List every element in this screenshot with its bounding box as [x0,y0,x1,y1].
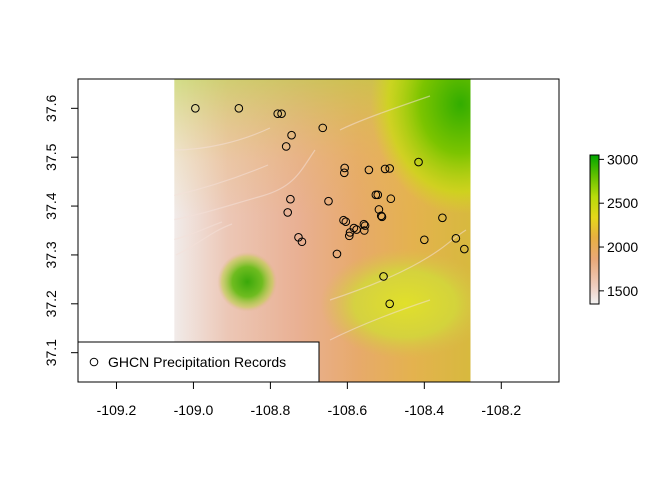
station-point [277,109,286,118]
station-point [385,164,394,173]
x-tick-label: -108.2 [481,402,521,418]
station-point [373,190,383,200]
x-tick-label: -109.2 [97,402,137,418]
station-point [385,299,394,309]
legend-box [77,341,320,383]
station-points [191,104,469,309]
x-tick-label: -108.8 [251,402,291,418]
station-point [340,163,349,173]
station-point [359,219,369,229]
x-tick-label: -109.0 [174,402,214,418]
station-point [273,109,283,118]
station-point [438,213,447,223]
station-point [287,130,296,140]
station-point [460,244,469,254]
y-axis: 37.1 37.2 37.3 37.4 37.5 37.6 [43,94,79,366]
colorbar-tick-label: 1500 [607,283,638,299]
colorbar-tick-label: 3000 [607,151,638,167]
y-tick-label: 37.3 [43,241,59,268]
colorbar-ramp [589,154,600,305]
y-tick-label: 37.2 [43,290,59,317]
legend: GHCN Precipitation Records [77,341,320,383]
colorbar-tick-label: 2000 [607,239,638,255]
station-point [234,104,244,113]
colorbar: 1500 2000 2500 3000 [589,151,638,305]
station-point [364,165,374,175]
colorbar-tick-label: 2500 [607,195,638,211]
station-point [360,221,370,230]
station-point [318,123,328,133]
x-tick-label: -108.6 [328,402,368,418]
station-point [339,168,349,178]
y-tick-label: 37.6 [43,94,59,121]
station-point [386,194,396,204]
station-point [420,235,429,245]
station-point [451,234,461,243]
x-tick-label: -108.4 [404,402,444,418]
station-point [297,237,307,247]
y-tick-label: 37.5 [43,143,59,170]
station-point [283,208,293,217]
station-point [324,196,333,206]
station-point [379,272,388,281]
station-point [332,249,342,259]
elevation-raster [174,79,471,382]
station-point [380,164,390,174]
station-point [414,157,423,167]
y-tick-label: 37.4 [43,192,59,219]
station-point [376,211,386,221]
station-point [374,205,384,214]
station-point [345,228,355,237]
station-point [339,215,348,225]
station-point [359,226,369,235]
station-point [377,212,387,222]
legend-label: GHCN Precipitation Records [108,354,286,370]
station-point [344,231,354,241]
station-point [281,142,291,151]
station-point [286,194,295,204]
y-tick-label: 37.1 [43,339,59,366]
station-point [191,104,200,113]
x-axis: -109.2 -109.0 -108.8 -108.6 -108.4 -108.2 [97,381,521,418]
station-point [341,217,351,227]
legend-symbol [89,357,99,367]
